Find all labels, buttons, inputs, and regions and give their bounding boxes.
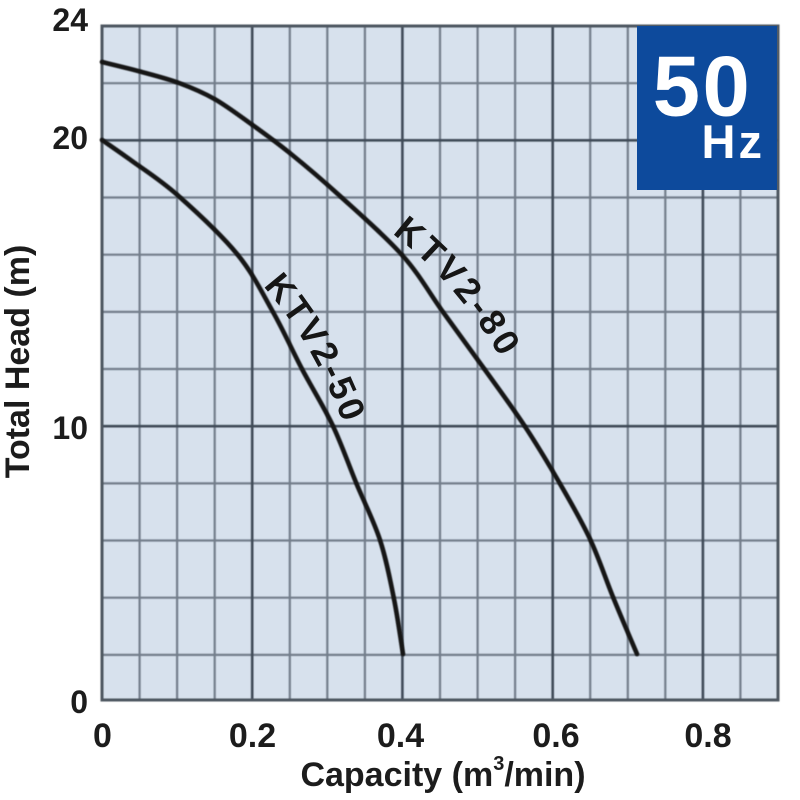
svg-text:0.8: 0.8	[684, 717, 731, 755]
svg-text:24: 24	[52, 2, 88, 38]
svg-text:Capacity (m3/min): Capacity (m3/min)	[300, 753, 585, 794]
svg-text:0.6: 0.6	[532, 717, 579, 755]
svg-text:0.4: 0.4	[377, 717, 424, 755]
svg-text:50: 50	[653, 40, 753, 135]
svg-text:20: 20	[52, 120, 88, 156]
svg-text:0: 0	[93, 717, 112, 755]
svg-text:0: 0	[70, 684, 88, 720]
svg-text:0.2: 0.2	[229, 717, 276, 755]
svg-text:Hz: Hz	[702, 115, 765, 168]
svg-text:Total Head (m): Total Head (m)	[0, 245, 37, 479]
svg-text:10: 10	[52, 410, 88, 446]
